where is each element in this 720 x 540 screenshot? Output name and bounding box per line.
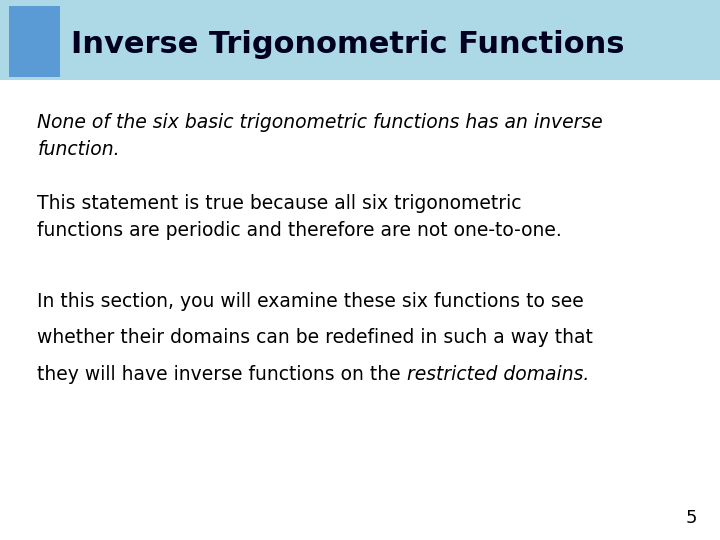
Text: This statement is true because all six trigonometric
functions are periodic and : This statement is true because all six t… bbox=[37, 194, 562, 240]
Bar bbox=[0, 0, 720, 80]
Text: 5: 5 bbox=[685, 509, 697, 528]
Text: Inverse Trigonometric Functions: Inverse Trigonometric Functions bbox=[71, 30, 624, 59]
Bar bbox=[9, 6, 60, 77]
Text: In this section, you will examine these six functions to see: In this section, you will examine these … bbox=[37, 292, 584, 310]
Text: they will have inverse functions on the: they will have inverse functions on the bbox=[37, 365, 407, 384]
Text: restricted domains.: restricted domains. bbox=[407, 365, 590, 384]
Text: whether their domains can be redefined in such a way that: whether their domains can be redefined i… bbox=[37, 328, 593, 347]
Text: None of the six basic trigonometric functions has an inverse
function.: None of the six basic trigonometric func… bbox=[37, 113, 603, 159]
